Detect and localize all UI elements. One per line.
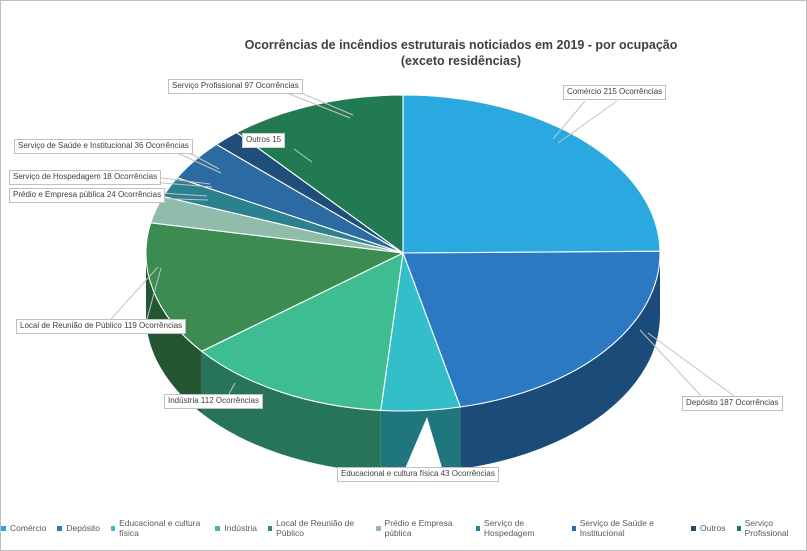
legend-label: Depósito <box>66 523 100 533</box>
callout-leader-line <box>110 266 159 320</box>
pie-slice-side-3 <box>201 351 381 473</box>
legend-label: Indústria <box>224 523 258 533</box>
chart-title-line2: (exceto residências) <box>400 53 522 68</box>
legend-label: Serviço Profissional <box>744 518 789 538</box>
legend-label: Educacional e cultura física <box>119 518 201 538</box>
callout-leader-line <box>639 329 702 397</box>
legend-item-3: Indústria <box>215 523 257 533</box>
callout-leader-line <box>228 382 236 395</box>
callout-leader-line <box>286 92 351 119</box>
legend-item-2: Educacional e cultura física <box>110 518 204 538</box>
callout-local-reuniao: Local de Reunião de Público 119 Ocorrênc… <box>16 319 187 334</box>
chart-title: Ocorrências de incêndios estruturais not… <box>161 38 761 69</box>
legend-item-8: Outros <box>690 523 726 533</box>
legend-swatch <box>376 525 381 531</box>
legend-label: Serviço de Saúde e Institucional <box>579 518 654 538</box>
callout-educacional: Educacional e cultura física 43 Ocorrênc… <box>337 467 499 482</box>
legend-swatch <box>571 525 576 531</box>
chart-title-line1: Ocorrências de incêndios estruturais not… <box>244 38 678 52</box>
legend-label: Local de Reunião de Público <box>276 518 355 538</box>
callout-comercio: Comércio 215 Ocorrências <box>563 85 667 100</box>
legend-swatch <box>1 525 6 531</box>
callout-deposito: Depósito 187 Ocorrências <box>682 396 783 411</box>
callout-hospedagem: Serviço de Hospedagem 18 Ocorrências <box>9 170 162 185</box>
chart-legend: Comércio Depósito Educacional e cultura fí… <box>1 518 806 538</box>
legend-label: Prédio e Empresa pública <box>384 518 453 538</box>
callout-leader-line <box>146 267 162 320</box>
callout-profissional: Serviço Profissional 97 Ocorrências <box>168 79 303 94</box>
callout-industria: Indústria 112 Ocorrências <box>164 394 264 409</box>
legend-label: Comércio <box>10 523 47 533</box>
legend-item-4: Local de Reunião de Público <box>268 518 365 538</box>
legend-item-5: Prédio e Empresa pública <box>376 518 464 538</box>
pie-slice-4 <box>145 222 405 352</box>
legend-label: Serviço de Hospedagem <box>483 518 535 538</box>
legend-label: Outros <box>699 523 726 533</box>
pie-slice-side-1 <box>460 253 660 469</box>
legend-swatch <box>690 525 696 531</box>
pie-slice-3 <box>200 252 404 411</box>
callout-leader-line <box>293 148 313 163</box>
callout-leader-line <box>557 100 618 144</box>
legend-item-1: Depósito <box>57 523 100 533</box>
callout-leader-line <box>647 332 735 397</box>
callout-leader-line <box>172 150 222 174</box>
legend-item-0: Comércio <box>1 523 46 533</box>
legend-item-9: Serviço Profissional <box>736 518 807 538</box>
legend-swatch <box>475 525 480 531</box>
legend-item-7: Serviço de Saúde e Institucional <box>571 518 680 538</box>
callout-leader-line <box>552 100 586 140</box>
callout-pointer-educacional <box>404 417 443 471</box>
callout-saude: Serviço de Saúde e Institucional 36 Ocor… <box>14 139 193 154</box>
legend-item-6: Serviço de Hospedagem <box>475 518 561 538</box>
callout-outros: Outros 15 <box>242 133 286 148</box>
legend-swatch <box>57 525 63 531</box>
legend-swatch <box>215 525 221 531</box>
pie-slice-0 <box>402 94 661 254</box>
legend-swatch <box>736 525 741 531</box>
pie-slice-1 <box>402 250 661 408</box>
callout-predio: Prédio e Empresa pública 24 Ocorrências <box>9 188 166 203</box>
legend-swatch <box>110 525 116 531</box>
legend-swatch <box>268 525 273 531</box>
